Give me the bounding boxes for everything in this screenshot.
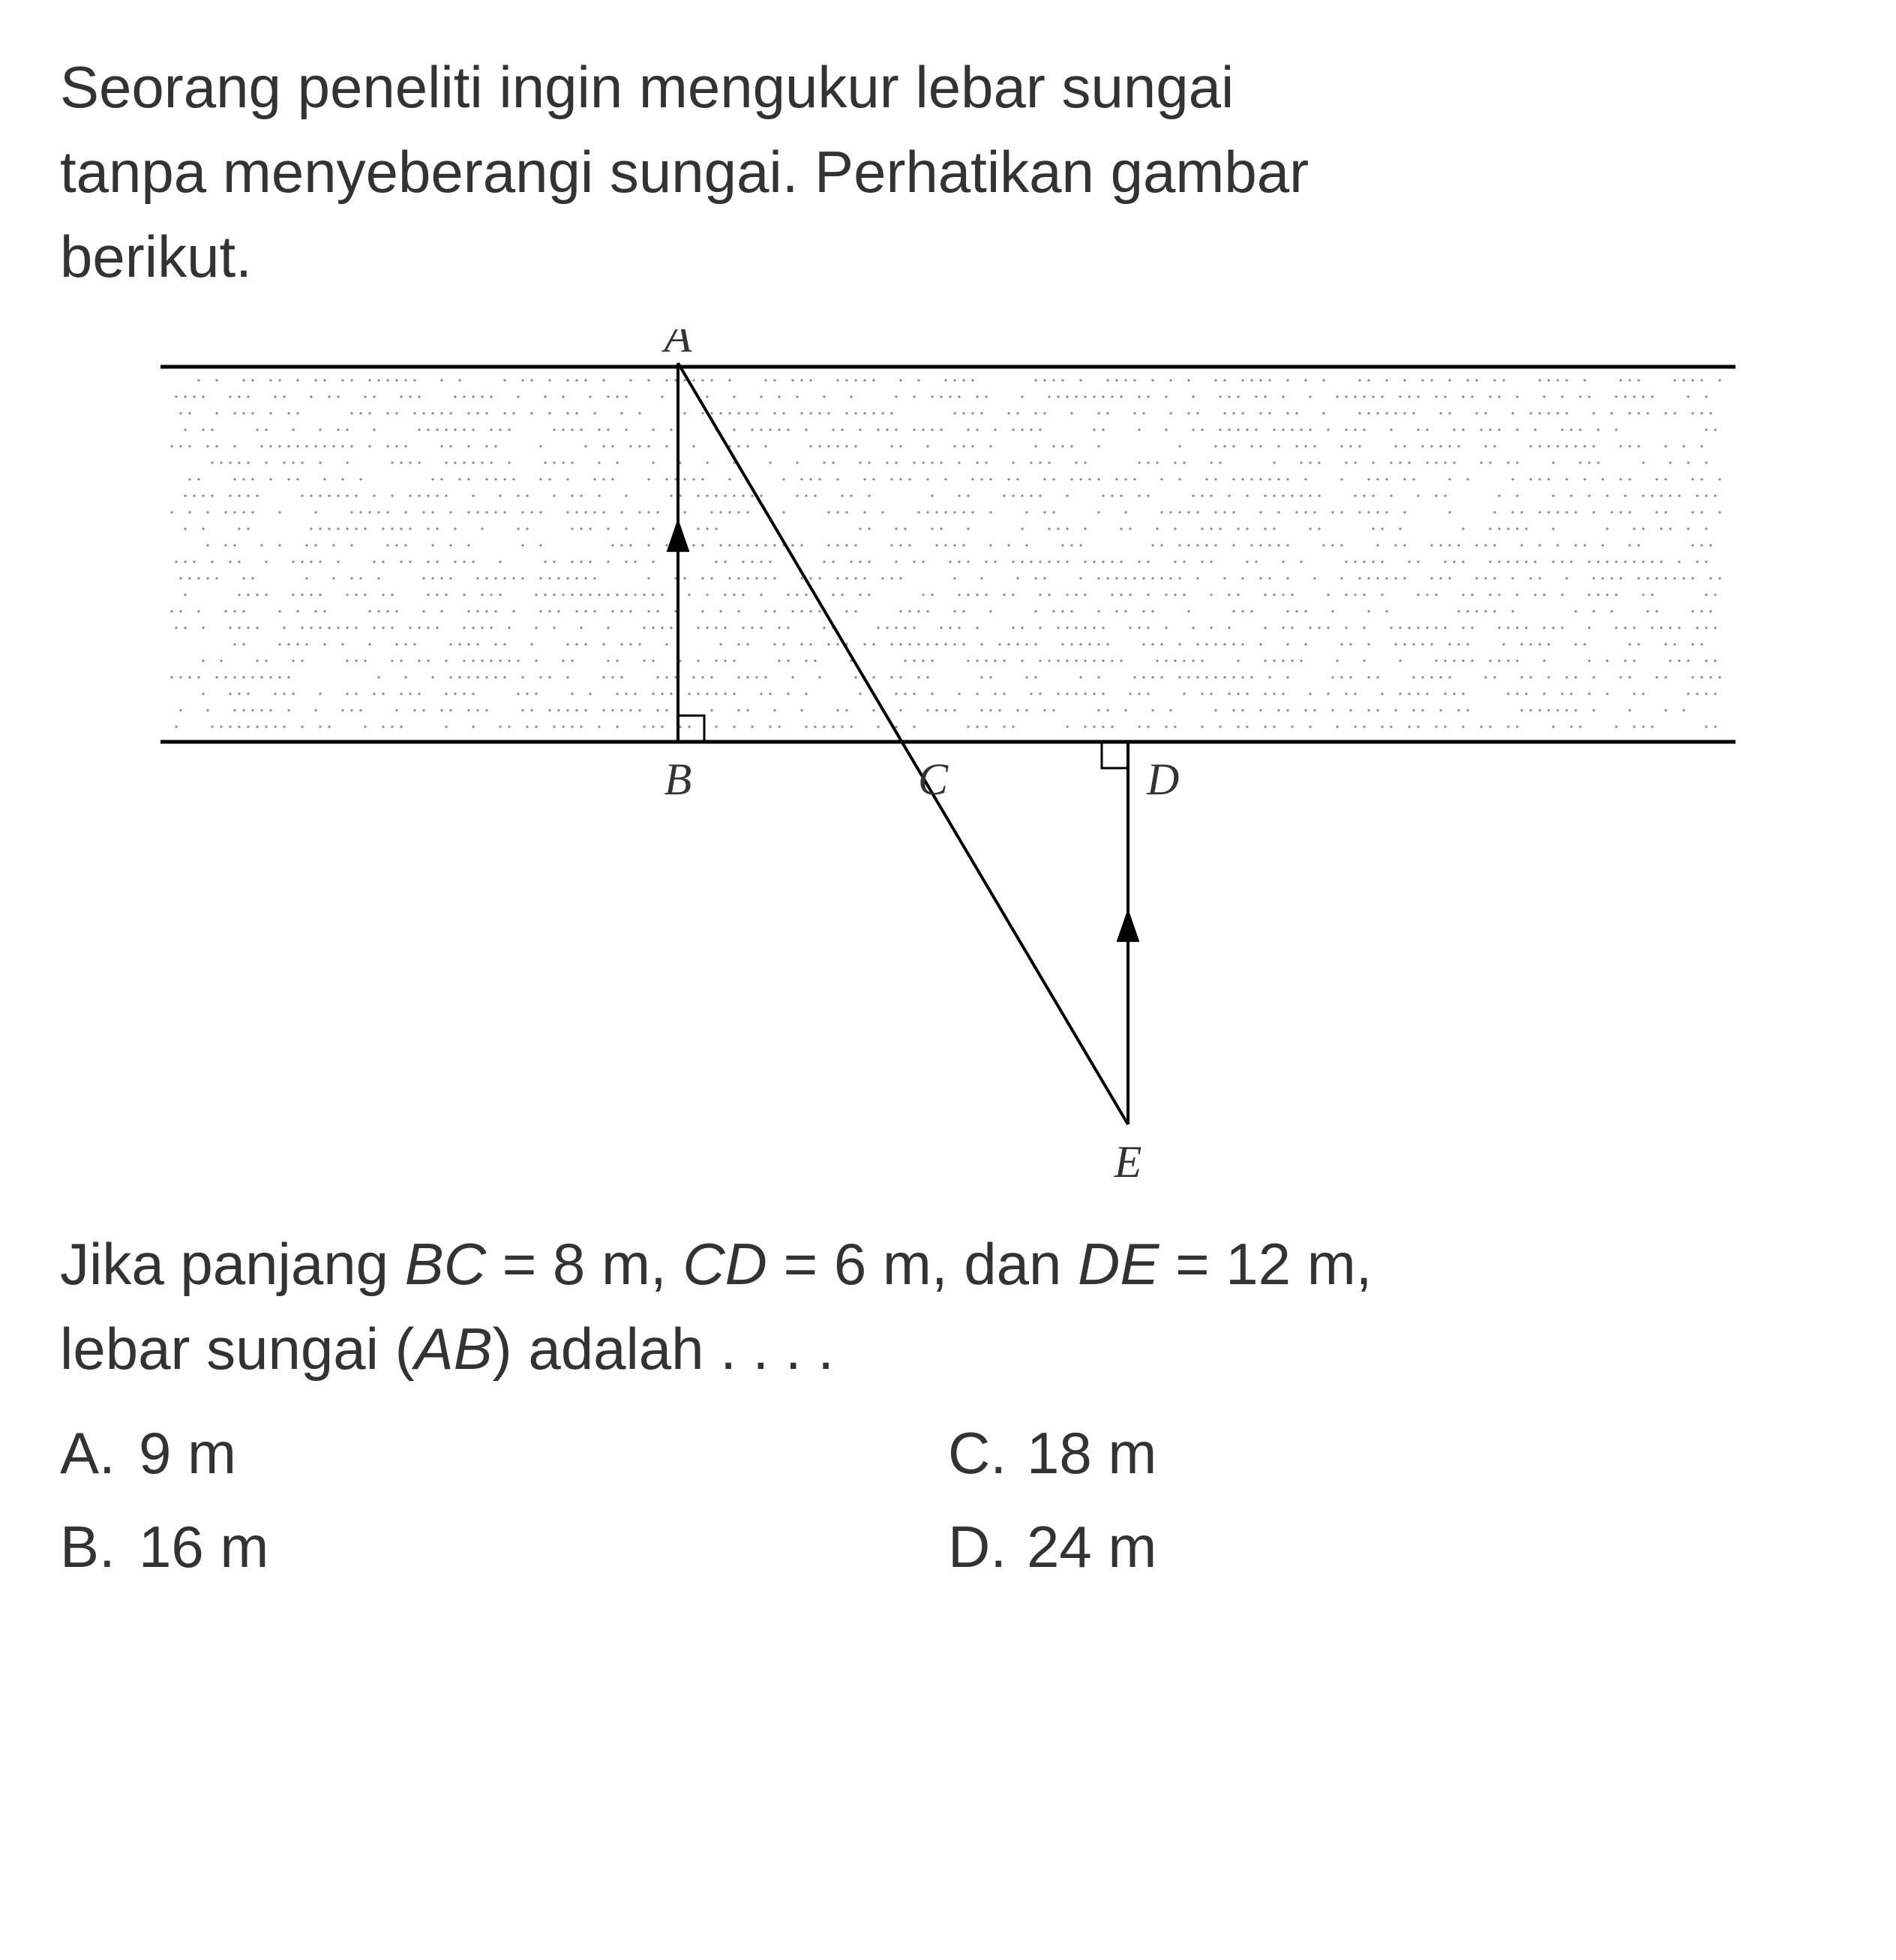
svg-text:E: E (1114, 1137, 1142, 1187)
svg-text:A: A (662, 329, 692, 362)
var-bc: BC (405, 1231, 486, 1297)
option-c-text: 18 m (1027, 1406, 1156, 1500)
option-b-letter: B. (60, 1500, 112, 1594)
geometry-diagram: A B C D E (160, 329, 1736, 1192)
de-val: = 12 m, (1159, 1231, 1372, 1297)
follow2-post: ) adalah . . . . (493, 1316, 834, 1382)
option-a-letter: A. (60, 1406, 112, 1500)
option-d-text: 24 m (1027, 1500, 1156, 1594)
options-col-left: A. 9 m B. 16 m (60, 1406, 948, 1594)
question-followup: Jika panjang BC = 8 m, CD = 6 m, dan DE … (60, 1222, 1836, 1391)
intro-line-2: tanpa menyeberangi sungai. Perhatikan ga… (60, 139, 1309, 205)
option-b: B. 16 m (60, 1500, 948, 1594)
option-c: C. 18 m (948, 1406, 1836, 1500)
intro-line-3: berikut. (60, 224, 252, 290)
option-c-letter: C. (948, 1406, 1000, 1500)
option-a: A. 9 m (60, 1406, 948, 1500)
var-ab: AB (415, 1316, 493, 1382)
cd-val: = 6 m, dan (767, 1231, 1078, 1297)
option-d: D. 24 m (948, 1500, 1836, 1594)
svg-text:D: D (1146, 755, 1179, 804)
var-de: DE (1078, 1231, 1159, 1297)
diagram-container: A B C D E (60, 329, 1836, 1192)
var-cd: CD (682, 1231, 767, 1297)
intro-line-1: Seorang peneliti ingin mengukur lebar su… (60, 54, 1234, 120)
option-d-letter: D. (948, 1500, 1000, 1594)
option-a-text: 9 m (139, 1406, 236, 1500)
options-col-right: C. 18 m D. 24 m (948, 1406, 1836, 1594)
svg-text:B: B (664, 755, 692, 804)
follow2-pre: lebar sungai ( (60, 1316, 415, 1382)
svg-text:C: C (918, 755, 949, 804)
question-intro: Seorang peneliti ingin mengukur lebar su… (60, 45, 1836, 299)
follow-pre: Jika panjang (60, 1231, 405, 1297)
bc-val: = 8 m, (486, 1231, 682, 1297)
option-b-text: 16 m (139, 1500, 268, 1594)
answer-options: A. 9 m B. 16 m C. 18 m D. 24 m (60, 1406, 1836, 1594)
